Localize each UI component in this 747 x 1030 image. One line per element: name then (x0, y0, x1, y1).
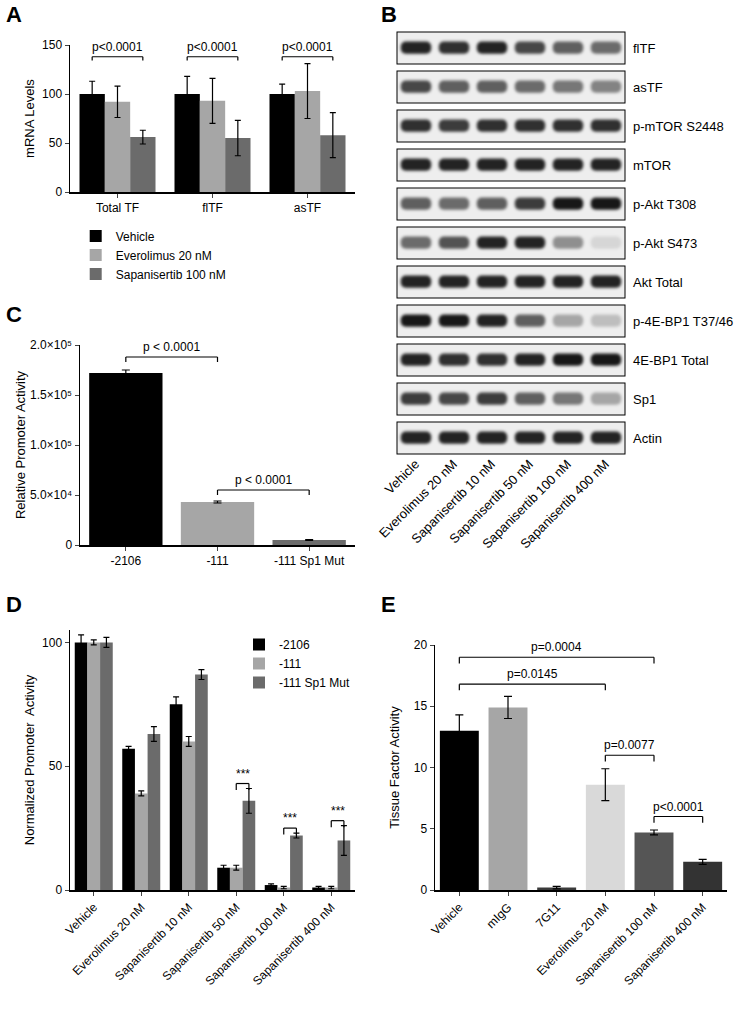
svg-text:Sapanisertib 100 nM: Sapanisertib 100 nM (479, 456, 575, 552)
svg-text:flTF: flTF (633, 41, 655, 56)
svg-text:5.0×10⁴: 5.0×10⁴ (30, 488, 72, 502)
svg-text:100: 100 (42, 87, 62, 101)
svg-text:Vehicle: Vehicle (116, 230, 155, 244)
svg-text:Tissue Factor Activity: Tissue Factor Activity (387, 706, 402, 829)
svg-text:Vehicle: Vehicle (63, 900, 100, 937)
svg-text:p-4E-BP1 T37/46: p-4E-BP1 T37/46 (633, 314, 733, 329)
svg-text:Sapanisertib 50 nM: Sapanisertib 50 nM (160, 900, 243, 983)
html-text:E: E (381, 592, 396, 617)
svg-text:-111 Sp1 Mut: -111 Sp1 Mut (279, 676, 350, 690)
svg-text:Sapanisertib 100 nM: Sapanisertib 100 nM (573, 900, 661, 988)
svg-text:Sapanisertib 100 nM: Sapanisertib 100 nM (202, 900, 290, 988)
svg-text:15: 15 (414, 699, 428, 713)
html-text:C: C (6, 302, 22, 327)
html-text:D: D (6, 592, 22, 617)
svg-text:Sapanisertib 400 nM: Sapanisertib 400 nM (517, 457, 612, 552)
svg-text:50: 50 (49, 136, 63, 150)
svg-text:Total TF: Total TF (96, 201, 139, 215)
svg-text:-2106: -2106 (279, 638, 310, 652)
svg-text:0: 0 (55, 185, 62, 199)
svg-text:1.0×10⁵: 1.0×10⁵ (30, 438, 72, 452)
svg-text:p<0.0001: p<0.0001 (92, 40, 143, 54)
svg-text:5: 5 (420, 822, 427, 836)
svg-text:***: *** (283, 811, 297, 825)
svg-text:Relative Promoter Activity: Relative Promoter Activity (13, 370, 28, 519)
svg-text:100: 100 (42, 636, 62, 650)
svg-text:p-Akt S473: p-Akt S473 (633, 236, 697, 251)
svg-text:-111 Sp1 Mut: -111 Sp1 Mut (274, 554, 345, 568)
svg-text:p-Akt T308: p-Akt T308 (633, 197, 696, 212)
svg-text:0: 0 (55, 883, 62, 897)
svg-text:p=0.0077: p=0.0077 (604, 738, 655, 752)
svg-text:10: 10 (414, 761, 428, 775)
svg-text:p<0.0001: p<0.0001 (653, 800, 704, 814)
svg-text:50: 50 (49, 759, 63, 773)
svg-text:4E-BP1 Total: 4E-BP1 Total (633, 353, 709, 368)
svg-text:Sp1: Sp1 (633, 392, 656, 407)
svg-text:p < 0.0001: p < 0.0001 (143, 340, 200, 354)
svg-text:150: 150 (42, 38, 62, 52)
svg-text:Everolimus 20 nM: Everolimus 20 nM (70, 900, 148, 978)
svg-text:20: 20 (414, 638, 428, 652)
svg-text:p<0.0001: p<0.0001 (282, 40, 333, 54)
svg-text:p-mTOR S2448: p-mTOR S2448 (633, 119, 724, 134)
svg-text:Sapanisertib 400 nM: Sapanisertib 400 nM (621, 900, 709, 988)
svg-text:Sapanisertib 10 nM: Sapanisertib 10 nM (112, 900, 195, 983)
svg-text:Everolimus 20 nM: Everolimus 20 nM (534, 900, 612, 978)
svg-text:***: *** (236, 767, 250, 781)
svg-text:p=0.0145: p=0.0145 (507, 667, 558, 681)
svg-text:mIgG: mIgG (484, 900, 515, 931)
html-text:B: B (381, 2, 397, 27)
svg-text:1.5×10⁵: 1.5×10⁵ (30, 388, 72, 402)
svg-text:0: 0 (420, 883, 427, 897)
svg-text:***: *** (331, 804, 345, 818)
svg-text:p=0.0004: p=0.0004 (531, 640, 582, 654)
svg-text:-2106: -2106 (110, 554, 141, 568)
svg-text:mRNA Levels: mRNA Levels (22, 79, 37, 158)
svg-text:Sapanisertib 10 nM: Sapanisertib 10 nM (408, 456, 499, 547)
svg-text:Normalized Promoter Activity: Normalized Promoter Activity (22, 674, 37, 845)
svg-text:Actin: Actin (633, 431, 662, 446)
svg-text:-111: -111 (279, 657, 302, 671)
svg-text:Sapanisertib 50 nM: Sapanisertib 50 nM (446, 456, 537, 547)
svg-text:mTOR: mTOR (633, 158, 671, 173)
svg-text:flTF: flTF (202, 201, 223, 215)
svg-text:Sapanisertib 400 nM: Sapanisertib 400 nM (250, 900, 338, 988)
svg-text:Sapanisertib 100 nM: Sapanisertib 100 nM (116, 268, 226, 282)
svg-text:Akt Total: Akt Total (633, 275, 683, 290)
svg-text:7G11: 7G11 (533, 900, 563, 930)
html-text:A: A (6, 2, 22, 27)
svg-text:p<0.0001: p<0.0001 (187, 40, 238, 54)
svg-text:asTF: asTF (294, 201, 321, 215)
svg-text:Everolimus 20 nM: Everolimus 20 nM (116, 249, 212, 263)
svg-text:0: 0 (65, 538, 72, 552)
svg-text:asTF: asTF (633, 80, 663, 95)
svg-text:Vehicle: Vehicle (428, 900, 465, 937)
svg-text:Vehicle: Vehicle (381, 456, 423, 497)
svg-text:p < 0.0001: p < 0.0001 (235, 473, 292, 487)
svg-text:Everolimus 20 nM: Everolimus 20 nM (375, 456, 461, 541)
svg-text:2.0×10⁵: 2.0×10⁵ (30, 338, 72, 352)
svg-text:-111: -111 (206, 554, 229, 568)
